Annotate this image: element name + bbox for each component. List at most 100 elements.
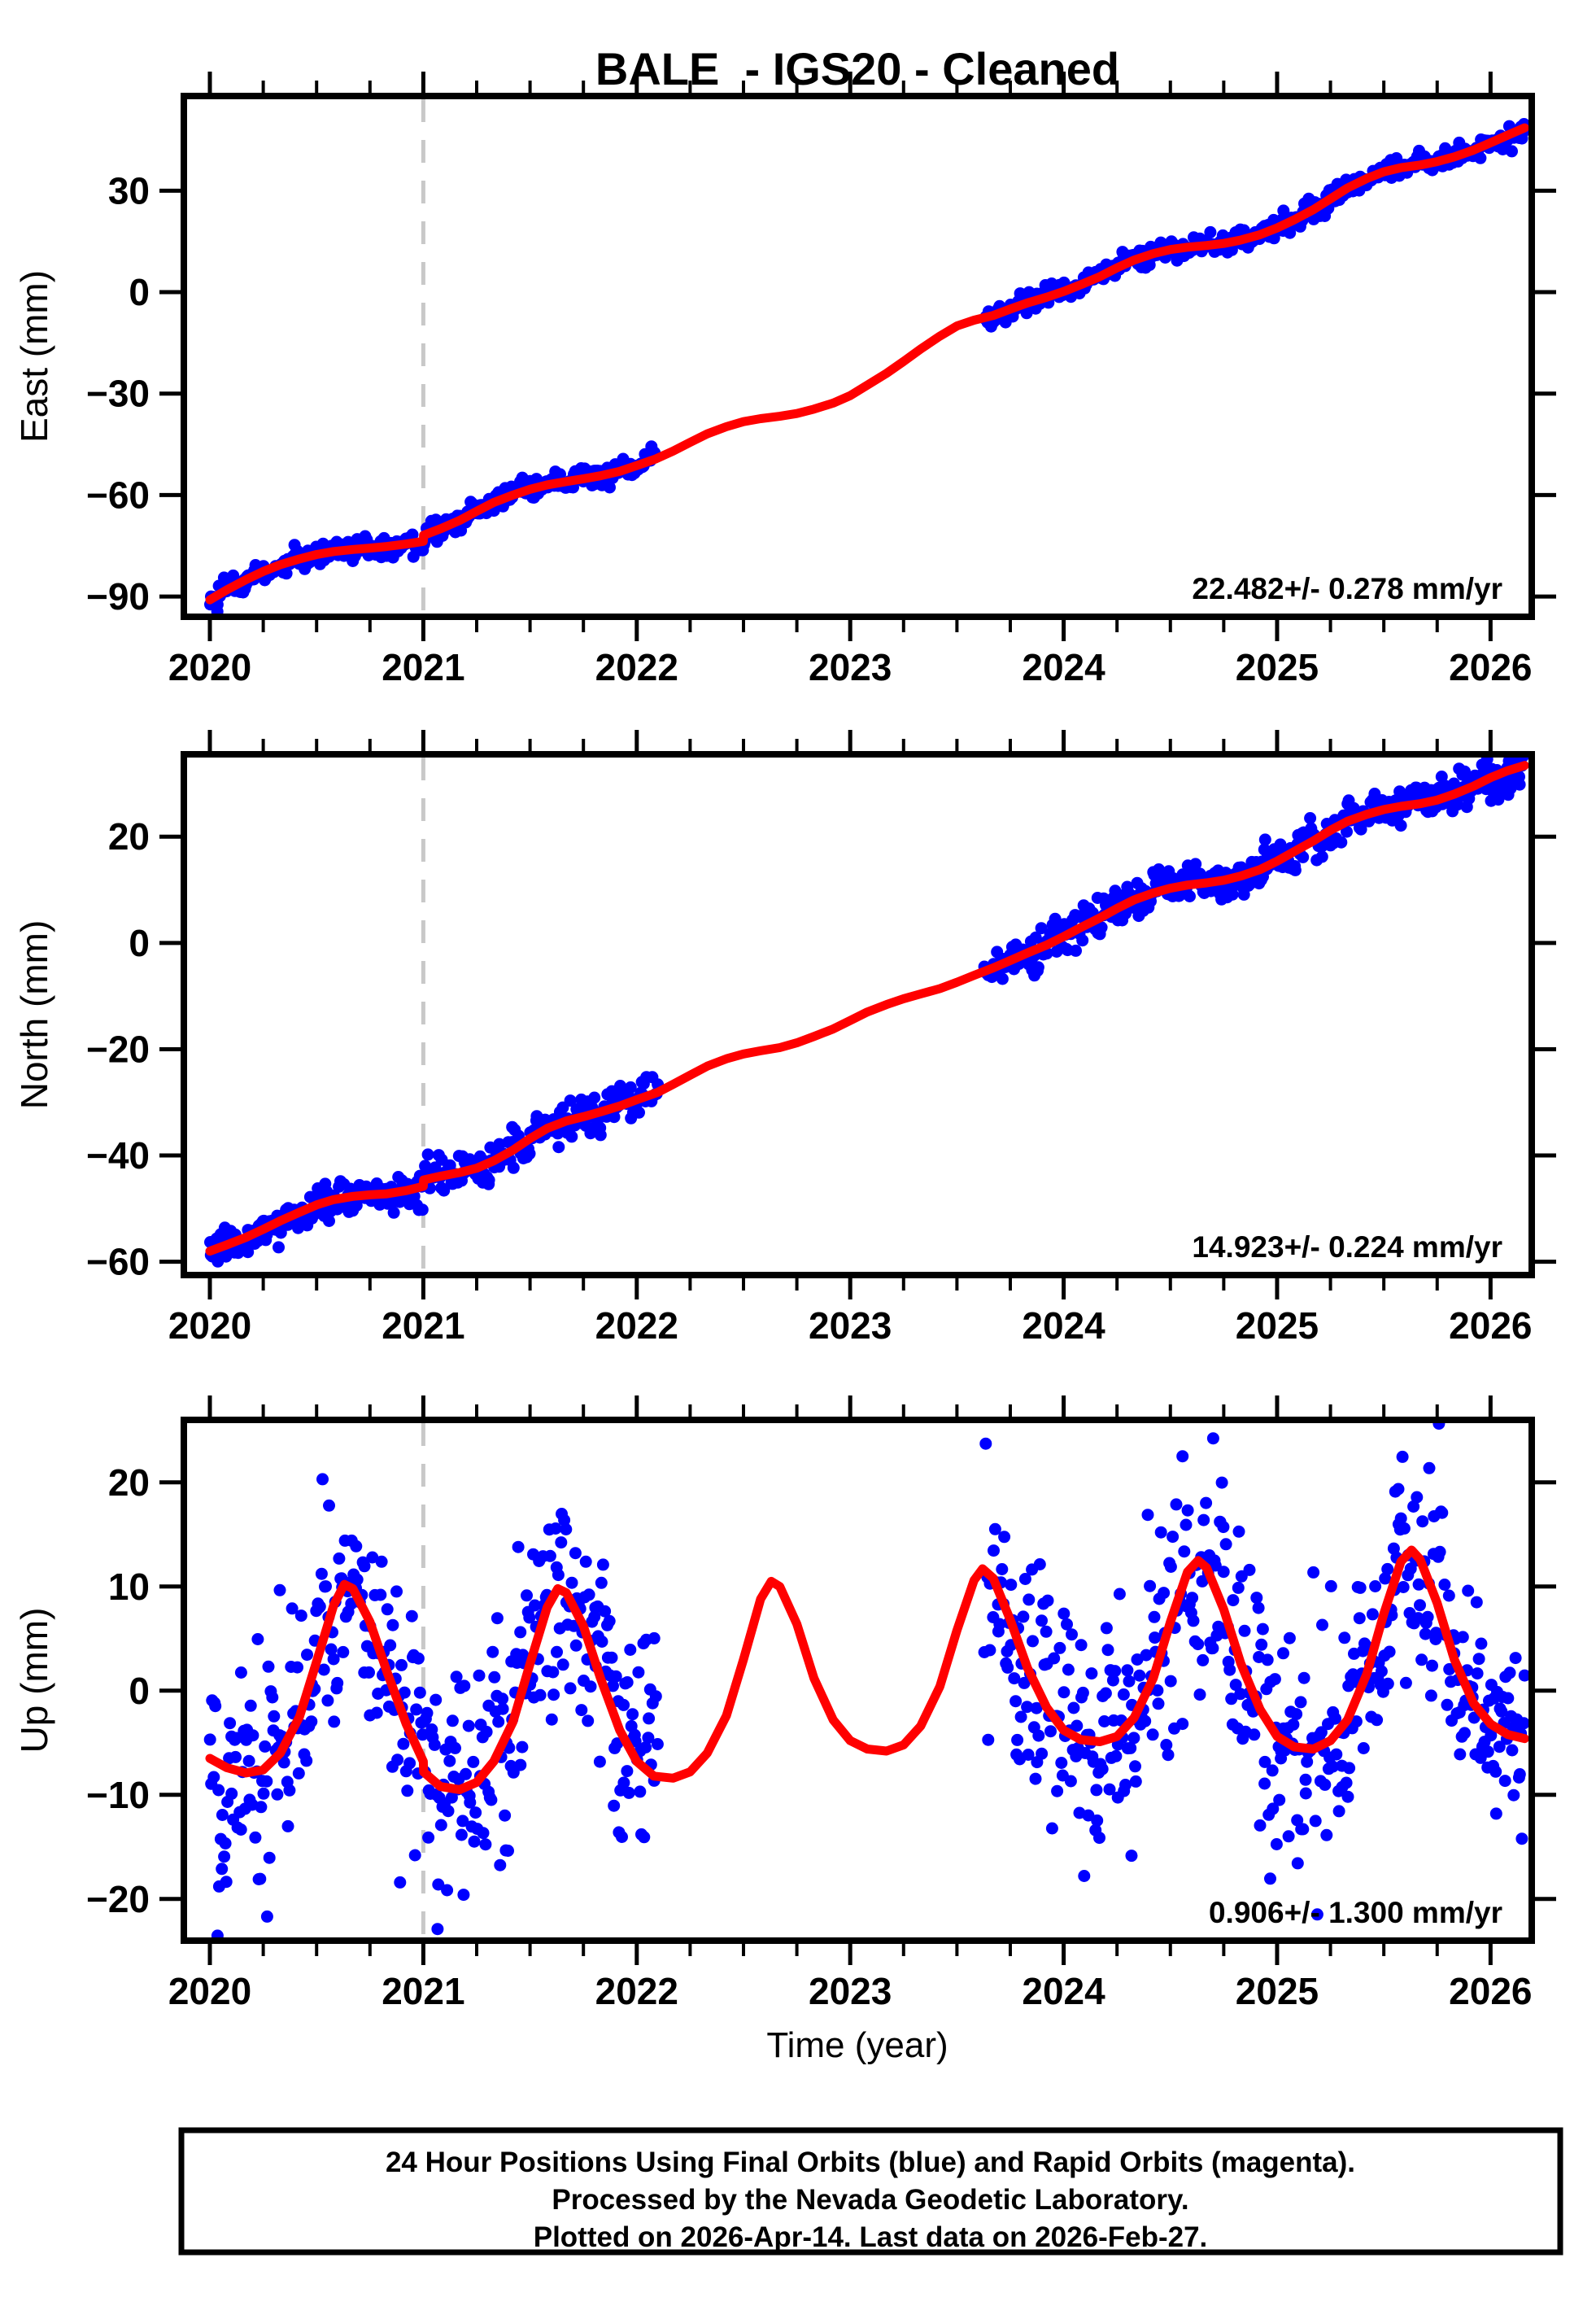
data-point bbox=[416, 1203, 429, 1216]
data-point bbox=[412, 1652, 425, 1665]
data-point bbox=[1017, 1610, 1030, 1623]
data-point bbox=[1103, 1783, 1116, 1796]
data-point bbox=[1399, 1676, 1412, 1689]
data-point bbox=[1232, 1581, 1245, 1594]
data-point bbox=[1008, 1672, 1021, 1685]
data-point bbox=[1123, 1675, 1136, 1688]
rate-label-up: 0.906+/- 1.300 mm/yr bbox=[1209, 1896, 1502, 1929]
data-point bbox=[632, 1666, 645, 1679]
data-point bbox=[242, 1246, 255, 1259]
data-point bbox=[398, 1686, 411, 1699]
data-point bbox=[551, 1645, 563, 1658]
data-point bbox=[622, 1786, 635, 1799]
data-point bbox=[375, 1555, 388, 1568]
data-point bbox=[1101, 1644, 1114, 1657]
data-point bbox=[1093, 1832, 1105, 1845]
data-point bbox=[569, 1639, 582, 1652]
data-point bbox=[1036, 1747, 1049, 1760]
data-point bbox=[582, 1588, 595, 1601]
x-tick-label: 2026 bbox=[1449, 646, 1532, 688]
data-point bbox=[386, 1618, 399, 1631]
data-point bbox=[327, 1653, 340, 1666]
data-point bbox=[471, 1959, 483, 1972]
data-point bbox=[1255, 1638, 1268, 1651]
data-point bbox=[1133, 1669, 1146, 1682]
data-point bbox=[1423, 1461, 1436, 1474]
data-point bbox=[1254, 1819, 1267, 1832]
data-point bbox=[1301, 1755, 1314, 1768]
data-point bbox=[1096, 1762, 1109, 1775]
data-point bbox=[242, 1754, 255, 1767]
data-point bbox=[588, 1610, 601, 1623]
data-point bbox=[281, 1819, 294, 1832]
data-point bbox=[624, 1644, 637, 1656]
data-point bbox=[224, 1717, 237, 1730]
data-point bbox=[1485, 1729, 1498, 1742]
data-point bbox=[403, 1757, 416, 1770]
data-point bbox=[286, 1602, 299, 1615]
data-point bbox=[547, 1666, 560, 1679]
data-point bbox=[1106, 1674, 1119, 1687]
data-point bbox=[1424, 1689, 1437, 1702]
data-point bbox=[370, 1706, 383, 1719]
x-tick-label: 2023 bbox=[809, 1304, 892, 1347]
data-point bbox=[1085, 1667, 1098, 1680]
data-point bbox=[207, 1771, 220, 1784]
data-point bbox=[534, 1688, 547, 1701]
x-ticks bbox=[207, 730, 1493, 1299]
data-point bbox=[413, 1686, 426, 1699]
data-point bbox=[1412, 1578, 1425, 1591]
data-point bbox=[395, 1658, 408, 1671]
data-point bbox=[1149, 1631, 1162, 1644]
data-point bbox=[584, 1680, 597, 1693]
x-axis-label: Time (year) bbox=[766, 2025, 948, 2065]
data-point bbox=[449, 1741, 461, 1754]
data-point bbox=[244, 1699, 257, 1712]
data-point bbox=[323, 1215, 335, 1227]
data-point bbox=[575, 1704, 588, 1717]
data-point bbox=[1061, 1618, 1073, 1631]
data-point bbox=[1030, 1701, 1043, 1714]
data-point bbox=[277, 1756, 290, 1769]
data-point bbox=[1282, 1830, 1295, 1843]
data-point bbox=[485, 1793, 498, 1806]
data-point bbox=[1411, 1491, 1424, 1504]
data-point bbox=[323, 1499, 335, 1512]
data-point bbox=[1324, 1579, 1337, 1592]
data-point bbox=[1415, 1653, 1428, 1666]
data-point bbox=[443, 1159, 456, 1172]
data-point bbox=[649, 1690, 662, 1703]
data-point bbox=[1206, 1432, 1219, 1445]
data-point bbox=[333, 1552, 346, 1565]
data-point bbox=[1067, 1701, 1080, 1714]
data-point bbox=[1035, 922, 1048, 935]
data-point bbox=[1226, 888, 1239, 901]
data-point bbox=[617, 1698, 630, 1711]
data-point bbox=[1197, 1653, 1210, 1666]
data-point bbox=[599, 1605, 612, 1618]
data-point bbox=[1506, 1744, 1519, 1757]
data-point bbox=[1206, 1642, 1219, 1655]
data-point bbox=[391, 1754, 404, 1767]
data-point bbox=[421, 1706, 434, 1719]
data-point bbox=[1178, 1545, 1191, 1558]
data-point bbox=[462, 1719, 475, 1732]
data-point bbox=[1154, 1526, 1167, 1539]
data-point bbox=[1498, 1775, 1511, 1788]
data-point bbox=[1414, 1599, 1426, 1612]
data-point bbox=[428, 1738, 441, 1751]
north-panel: 2020 2021 2022 2023 2024 2025 2026 20 0 −20 −40 −60 bbox=[86, 730, 1556, 1347]
y-tick-label: −60 bbox=[86, 474, 150, 516]
data-point bbox=[1033, 1558, 1046, 1570]
data-point bbox=[456, 1815, 469, 1828]
data-point bbox=[443, 1754, 456, 1767]
data-point bbox=[234, 1666, 247, 1679]
x-tick-label: 2022 bbox=[595, 1304, 678, 1347]
y-tick-label: 0 bbox=[129, 1670, 150, 1712]
data-point bbox=[1258, 1777, 1271, 1790]
data-point bbox=[1029, 931, 1042, 944]
data-point bbox=[464, 1796, 477, 1809]
data-point bbox=[1139, 1714, 1152, 1727]
data-point bbox=[273, 1583, 286, 1596]
data-point bbox=[516, 1740, 529, 1754]
